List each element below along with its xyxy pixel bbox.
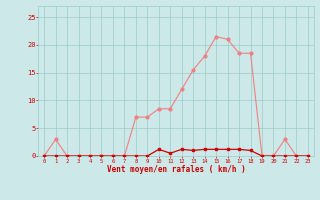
X-axis label: Vent moyen/en rafales ( km/h ): Vent moyen/en rafales ( km/h ) bbox=[107, 165, 245, 174]
